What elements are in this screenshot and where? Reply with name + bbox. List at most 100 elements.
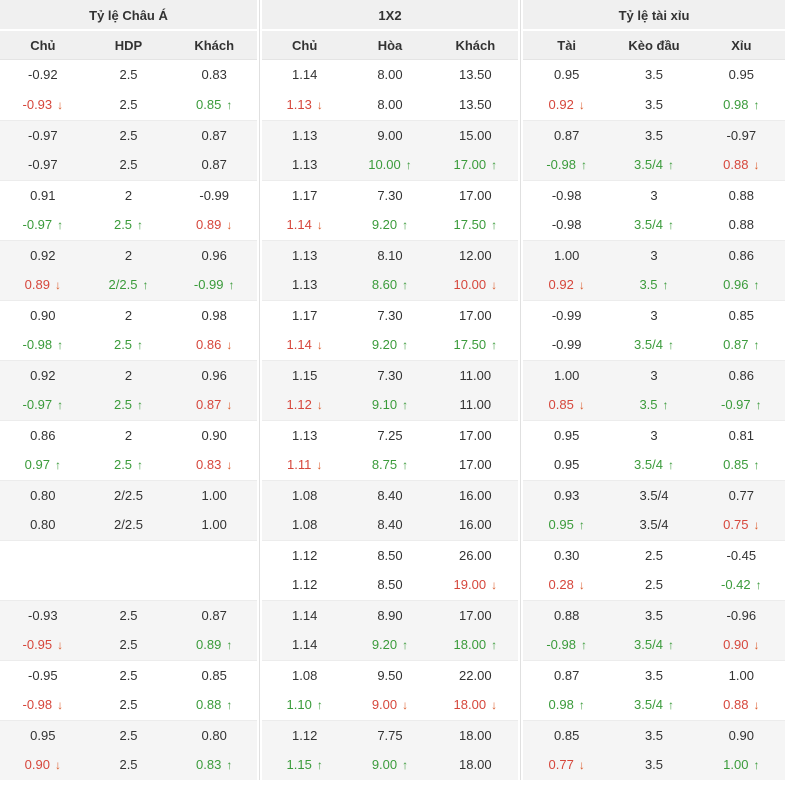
odds-cell: 2.5: [86, 750, 172, 780]
odds-cell: 17.00: [433, 301, 518, 330]
odds-cell: 8.10: [347, 241, 432, 270]
odds-value: 8.50: [377, 577, 403, 592]
odds-value: 9.50: [377, 668, 403, 683]
odds-value: 0.98: [201, 308, 227, 323]
odds-cell: 12.00: [433, 241, 518, 270]
odds-cell: 2/2.5: [86, 481, 172, 510]
odds-value: -0.45: [726, 548, 757, 563]
odds-row: 0.95 2.5 0.80: [0, 720, 257, 750]
odds-cell: -0.98 ↑: [523, 150, 610, 180]
odds-cell: 8.00: [347, 90, 432, 120]
odds-value: 2.5: [119, 67, 138, 82]
odds-cell: 0.75 ↓: [698, 510, 785, 540]
odds-value: 18.00: [453, 697, 487, 712]
trend-down-icon: ↓: [491, 278, 498, 292]
odds-value: 1.13: [286, 97, 312, 112]
column-header-line: Kèo đầu: [628, 38, 680, 53]
odds-cell: 1.00: [171, 510, 257, 540]
odds-cell: 3.5/4 ↑: [610, 330, 697, 360]
odds-row: -0.99 3 0.85: [523, 300, 785, 330]
odds-cell: 3.5/4 ↑: [610, 450, 697, 480]
odds-value: 3.5: [644, 97, 664, 112]
trend-down-icon: ↓: [491, 578, 498, 592]
odds-value: 2.5: [119, 157, 138, 172]
odds-value: 2/2.5: [108, 277, 138, 292]
odds-value: 2/2.5: [114, 488, 143, 503]
trend-up-icon: ↑: [667, 218, 674, 232]
odds-cell: 3: [610, 241, 697, 270]
odds-cell: 17.00 ↑: [433, 150, 518, 180]
over-under-section: Tỷ lệ tài xỉu Tài Kèo đầu Xỉu 0.95 3.5 0.9…: [523, 0, 785, 780]
odds-value: 1.17: [292, 308, 318, 323]
odds-cell: 0.90 ↓: [698, 630, 785, 660]
odds-cell: 8.50: [347, 541, 432, 570]
odds-value: 2.5: [119, 728, 138, 743]
odds-value: 0.95: [30, 728, 56, 743]
odds-row: 0.95 3 0.81: [523, 420, 785, 450]
odds-value: 2.5: [113, 397, 133, 412]
odds-value: 1.12: [292, 577, 318, 592]
odds-value: 17.00: [459, 428, 492, 443]
odds-row: 1.11 ↓ 8.75 ↑ 17.00: [262, 450, 518, 480]
odds-row: 0.90 2 0.98: [0, 300, 257, 330]
trend-down-icon: ↓: [316, 338, 323, 352]
odds-value: 1.08: [292, 517, 318, 532]
odds-value: 3.5/4: [634, 337, 663, 352]
odds-row: -0.92 2.5 0.83: [0, 60, 257, 90]
odds-value: 2: [124, 308, 133, 323]
odds-value: 7.30: [377, 308, 403, 323]
odds-value: 0.77: [548, 757, 574, 772]
trend-down-icon: ↓: [316, 218, 323, 232]
odds-cell: -0.42 ↑: [698, 570, 785, 600]
odds-row: 1.08 9.50 22.00: [262, 660, 518, 690]
odds-cell: 0.86: [698, 241, 785, 270]
odds-cell: 0.89 ↓: [0, 270, 86, 300]
odds-cell: -0.45: [698, 541, 785, 570]
trend-down-icon: ↓: [316, 98, 323, 112]
odds-row: 0.97 ↑ 2.5 ↑ 0.83 ↓: [0, 450, 257, 480]
odds-row: 0.92 2 0.96: [0, 360, 257, 390]
column-header-home: Chủ: [292, 38, 318, 53]
odds-cell: 0.98 ↑: [523, 690, 610, 720]
odds-value: 2.5: [644, 548, 664, 563]
odds-value: 3.5: [639, 397, 658, 412]
odds-value: 2.5: [119, 608, 138, 623]
odds-value: 1.12: [286, 397, 312, 412]
odds-cell: -0.97 ↑: [0, 390, 86, 420]
trend-up-icon: ↑: [755, 398, 762, 412]
odds-row: [0, 540, 257, 570]
trend-up-icon: ↑: [137, 398, 144, 412]
odds-cell: -0.97: [0, 121, 86, 150]
odds-row: -0.97 2.5 0.87: [0, 150, 257, 180]
section-divider: [518, 0, 523, 780]
odds-cell: 1.13: [262, 421, 347, 450]
odds-value: 9.20: [371, 217, 398, 232]
odds-cell: -0.98 ↑: [0, 330, 86, 360]
odds-cell: [86, 541, 172, 570]
odds-row: 0.85 ↓ 3.5 ↑ -0.97 ↑: [523, 390, 785, 420]
odds-row: -0.98 3 0.88: [523, 180, 785, 210]
odds-cell: -0.99 ↑: [171, 270, 257, 300]
trend-down-icon: ↓: [57, 638, 64, 652]
odds-cell: 7.30: [347, 361, 432, 390]
odds-value: 2: [124, 248, 133, 263]
odds-row: 0.87 3.5 -0.97: [523, 120, 785, 150]
odds-row: 0.88 3.5 -0.96: [523, 600, 785, 630]
odds-cell: 0.80: [171, 721, 257, 750]
trend-down-icon: ↓: [226, 218, 233, 232]
odds-value: -0.97: [22, 397, 53, 412]
odds-cell: 8.00: [347, 60, 432, 90]
trend-up-icon: ↑: [667, 338, 674, 352]
odds-value: -0.97: [721, 397, 751, 412]
trend-up-icon: ↑: [753, 758, 760, 772]
odds-cell: 8.50: [347, 570, 432, 600]
odds-row: 1.13 9.00 15.00: [262, 120, 518, 150]
odds-value: 8.50: [377, 548, 403, 563]
odds-cell: 17.00: [433, 601, 518, 630]
odds-row: 1.17 7.30 17.00: [262, 300, 518, 330]
odds-value: 17.00: [459, 308, 492, 323]
odds-cell: 3.5/4 ↑: [610, 150, 697, 180]
odds-row: 1.15 ↑ 9.00 ↑ 18.00: [262, 750, 518, 780]
odds-cell: 0.92: [0, 361, 86, 390]
odds-row: 1.08 8.40 16.00: [262, 480, 518, 510]
